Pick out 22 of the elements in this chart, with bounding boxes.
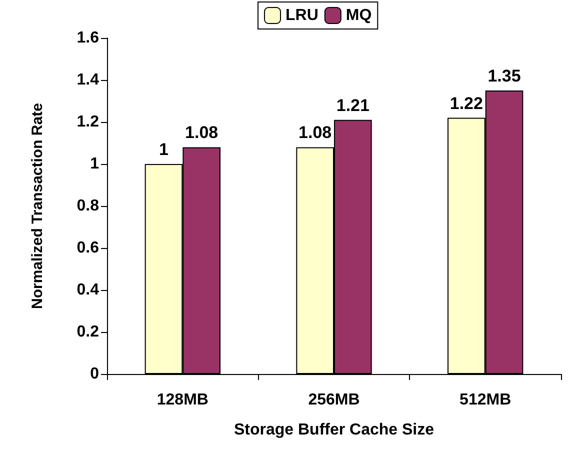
y-tick-label: 0: [90, 366, 100, 382]
y-tick-label: 0.8: [76, 198, 100, 214]
y-axis-title: Normalized Transaction Rate: [29, 103, 46, 309]
x-tick-label: 128MB: [156, 392, 208, 408]
data-label: 1: [159, 140, 168, 159]
x-tick-label: 512MB: [460, 392, 512, 408]
y-tick-label: 1.4: [76, 72, 100, 88]
data-label: 1.35: [488, 66, 521, 86]
data-label: 1.22: [450, 94, 483, 113]
x-tick-label: 256MB: [308, 392, 360, 408]
x-axis-title: Storage Buffer Cache Size: [234, 422, 434, 438]
data-label: 1.21: [336, 96, 370, 115]
y-tick-label: 0.4: [76, 282, 100, 298]
legend-label: LRU: [286, 7, 318, 24]
y-tick-label: 1.2: [76, 114, 100, 130]
data-label: 1.08: [185, 123, 218, 142]
data-label: 1.08: [298, 123, 332, 142]
y-tick-label: 0.2: [76, 324, 100, 340]
y-tick-label: 0.6: [76, 240, 100, 256]
legend-label: MQ: [346, 7, 372, 24]
y-tick-label: 1.6: [76, 30, 100, 46]
y-tick-label: 1: [90, 156, 100, 172]
